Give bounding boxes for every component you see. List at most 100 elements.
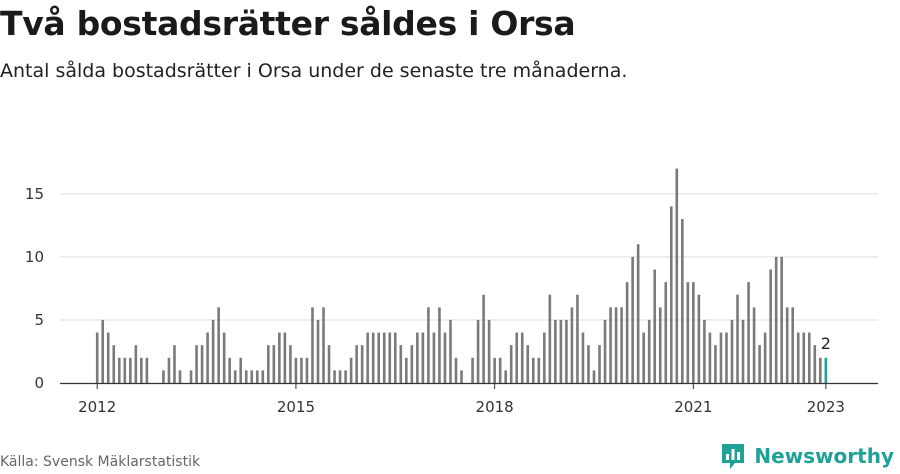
bar: [692, 282, 695, 383]
bar: [807, 332, 811, 383]
bar: [327, 345, 331, 383]
bar: [255, 370, 259, 383]
bar: [548, 294, 552, 383]
bar: [388, 332, 392, 383]
bar: [427, 307, 430, 383]
bar: [432, 332, 436, 383]
bar: [598, 345, 601, 383]
bar: [664, 282, 668, 383]
bar: [725, 332, 728, 383]
bar: [780, 256, 783, 383]
bar: [697, 294, 701, 383]
x-tick-label: 2018: [476, 398, 514, 416]
bar: [311, 307, 314, 383]
bar: [730, 319, 734, 383]
highlight-value-label: 2: [821, 334, 831, 353]
bar: [95, 332, 99, 383]
bar: [261, 370, 265, 383]
bar: [267, 345, 270, 383]
bar: [581, 332, 585, 383]
bar: [178, 370, 182, 383]
bar: [625, 282, 629, 383]
bar: [195, 345, 198, 383]
bar: [708, 332, 712, 383]
bar: [438, 307, 441, 383]
bar: [620, 307, 623, 383]
source-note: Källa: Svensk Mäklarstatistik: [0, 454, 201, 470]
chart-subtitle: Antal sålda bostadsrätter i Orsa under d…: [0, 60, 628, 82]
bar: [736, 294, 739, 383]
bar: [289, 345, 292, 383]
brand-logo[interactable]: Newsworthy: [720, 442, 894, 470]
bar-chart: 0 5 10 15 2012 2015 2018 2021 2023 2: [25, 168, 878, 416]
bar: [145, 357, 149, 383]
x-tick-label: 2012: [78, 398, 116, 416]
bar: [476, 319, 480, 383]
x-tick-label: 2023: [807, 398, 845, 416]
bar: [322, 307, 325, 383]
bar: [471, 357, 474, 383]
bar: [443, 332, 447, 383]
bar: [565, 319, 568, 383]
bar: [603, 319, 607, 383]
bar: [377, 332, 381, 383]
bar: [758, 345, 761, 383]
bar: [543, 332, 546, 383]
bar: [741, 319, 745, 383]
bar: [653, 269, 657, 383]
bar: [278, 332, 281, 383]
bar: [482, 294, 485, 383]
bar: [366, 332, 369, 383]
bar: [636, 244, 640, 383]
bar: [669, 206, 673, 383]
bar: [785, 307, 789, 383]
bar: [416, 332, 419, 383]
newsworthy-logo-icon: [722, 444, 745, 469]
bar: [813, 345, 817, 383]
y-tick-label: 10: [25, 248, 44, 266]
x-tick-label: 2021: [674, 398, 712, 416]
bar: [675, 168, 679, 383]
bar: [504, 370, 507, 383]
bar: [509, 345, 513, 383]
bar: [167, 357, 171, 383]
bar: [410, 345, 414, 383]
bar: [658, 307, 662, 383]
bar: [316, 319, 320, 383]
bar: [642, 332, 645, 383]
bar: [714, 345, 717, 383]
bar: [162, 370, 165, 383]
bar: [421, 332, 425, 383]
bar: [112, 345, 116, 383]
bar: [338, 370, 342, 383]
x-axis: [60, 382, 878, 389]
bar: [719, 332, 723, 383]
bar: [217, 307, 220, 383]
bar: [300, 357, 303, 383]
bar: [294, 357, 298, 383]
bar: [101, 319, 105, 383]
bar: [239, 357, 243, 383]
bar: [686, 282, 690, 383]
bar: [587, 345, 590, 383]
bar: [498, 357, 502, 383]
y-tick-label: 5: [34, 311, 44, 329]
brand-name: Newsworthy: [754, 444, 894, 468]
bar: [819, 357, 822, 383]
bar: [405, 357, 408, 383]
bar: [791, 307, 795, 383]
bar: [129, 357, 132, 383]
bar: [283, 332, 287, 383]
bar: [774, 256, 778, 383]
bar: [802, 332, 806, 383]
bar: [554, 319, 557, 383]
bar: [222, 332, 226, 383]
y-tick-label: 15: [25, 185, 44, 203]
bars: [95, 168, 828, 383]
bar: [559, 319, 563, 383]
bar: [454, 357, 458, 383]
bar-highlight: [824, 357, 828, 383]
chart-title: Två bostadsrätter såldes i Orsa: [0, 4, 576, 43]
bar: [515, 332, 519, 383]
bar: [344, 370, 347, 383]
